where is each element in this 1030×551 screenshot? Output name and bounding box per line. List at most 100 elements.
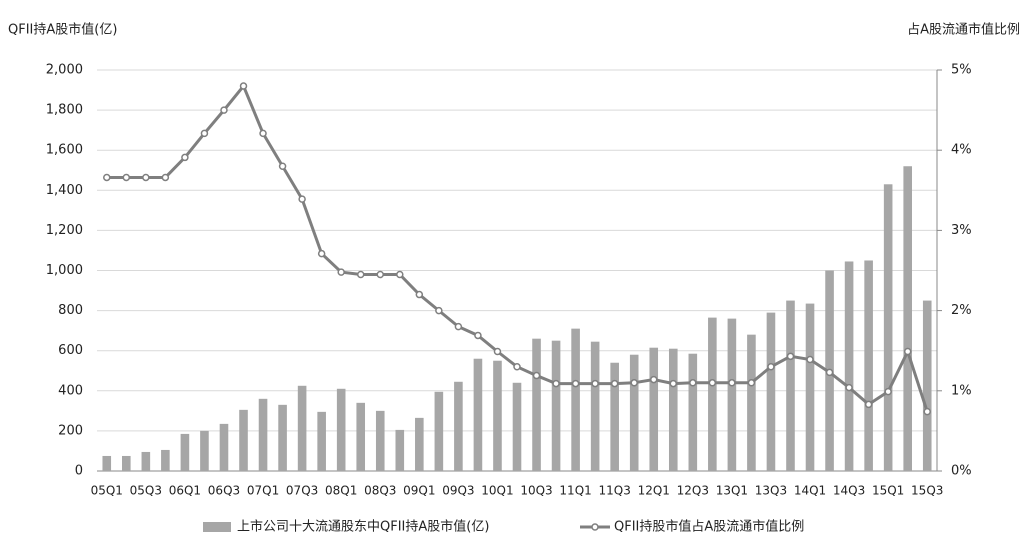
line-marker: [884, 387, 892, 396]
y-tick-label: 600: [58, 343, 83, 358]
line-marker: [278, 162, 287, 170]
bar: [317, 411, 326, 471]
x-tick-label: 06Q1: [169, 484, 201, 498]
x-tick-label: 10Q3: [520, 484, 552, 498]
y-tick-label: 1,600: [46, 143, 83, 158]
x-tick-label: 12Q1: [638, 484, 670, 498]
line-marker: [376, 270, 385, 279]
line-marker: [747, 379, 756, 387]
bar: [629, 354, 639, 471]
bar: [688, 353, 698, 471]
line-marker: [728, 379, 736, 387]
line-marker: [571, 379, 580, 388]
line-marker: [493, 347, 502, 356]
line-marker: [610, 379, 619, 388]
x-tick-label: 05Q1: [91, 484, 123, 498]
y-tick-label: 2,000: [46, 63, 83, 78]
bar: [903, 166, 912, 472]
line-marker: [454, 322, 463, 331]
bar: [590, 341, 600, 471]
line-marker: [161, 173, 170, 182]
bar: [122, 455, 131, 471]
bar: [766, 312, 776, 471]
bar: [922, 300, 932, 471]
x-tick-label: 08Q3: [364, 484, 396, 498]
bar: [434, 391, 444, 471]
line-marker: [689, 379, 697, 387]
bar: [375, 410, 385, 471]
x-tick-label: 15Q1: [872, 484, 904, 498]
y2-tick-label: 0%: [951, 464, 972, 479]
line-marker: [415, 290, 424, 299]
line-marker: [591, 379, 599, 388]
bar: [493, 360, 502, 471]
bar: [786, 300, 795, 471]
bar: [610, 362, 619, 471]
y-tick-label: 1,400: [46, 183, 83, 198]
x-tick-label: 13Q1: [716, 484, 748, 498]
bar: [180, 433, 190, 471]
line-marker: [923, 407, 931, 416]
line-marker: [298, 195, 306, 203]
legend-label: QFII持股市值占A股流通市值比例: [614, 519, 804, 535]
y-tick-label: 1,200: [46, 223, 83, 238]
bar: [864, 260, 873, 471]
bar: [708, 317, 717, 471]
x-tick-label: 07Q3: [286, 484, 318, 498]
bar: [727, 318, 737, 471]
line-marker: [669, 379, 678, 388]
line-marker: [474, 331, 482, 340]
line-marker: [435, 306, 443, 315]
bar: [356, 402, 366, 471]
line-marker: [708, 379, 717, 387]
x-tick-label: 14Q1: [794, 484, 826, 498]
line-marker: [903, 347, 912, 356]
bar: [571, 328, 580, 471]
x-tick-label: 09Q3: [442, 484, 474, 498]
bar: [844, 261, 854, 471]
bar: [336, 388, 346, 471]
bar: [161, 449, 170, 471]
bar: [278, 404, 287, 471]
y2-tick-label: 4%: [951, 143, 972, 158]
y-axis-title: QFII持A股市值(亿): [8, 22, 117, 38]
line-marker: [239, 82, 248, 90]
line-marker: [181, 153, 189, 162]
line-marker: [767, 362, 775, 371]
x-tick-label: 09Q1: [403, 484, 435, 498]
x-tick-label: 06Q3: [208, 484, 240, 498]
bar: [415, 417, 424, 471]
bar: [649, 347, 659, 471]
line-marker: [786, 352, 795, 361]
x-tick-label: 08Q1: [325, 484, 357, 498]
x-tick-label: 11Q1: [559, 484, 591, 498]
bar: [473, 358, 483, 471]
line: [106, 83, 929, 413]
y2-tick-label: 3%: [951, 223, 972, 238]
x-tick-label: 10Q1: [481, 484, 513, 498]
line-marker: [103, 173, 111, 182]
line-marker: [337, 268, 345, 276]
y-tick-label: 200: [58, 423, 83, 438]
y2-tick-label: 2%: [951, 303, 972, 318]
bar: [668, 348, 678, 471]
bar: [805, 303, 815, 471]
line-marker: [630, 379, 638, 387]
y2-tick-label: 5%: [951, 63, 972, 78]
legend-label: 上市公司十大流通股东中QFII持A股市值(亿): [237, 519, 489, 535]
legend-swatch: [203, 522, 231, 532]
bar: [141, 451, 151, 471]
line-marker: [552, 379, 560, 388]
bar: [395, 429, 405, 471]
legend-swatch-marker: [591, 523, 599, 531]
y-tick-label: 800: [58, 303, 83, 318]
y2-tick-label: 1%: [951, 383, 972, 398]
line-marker: [317, 249, 326, 258]
bar: [512, 382, 522, 471]
line-marker: [806, 355, 814, 364]
x-tick-label: 14Q3: [833, 484, 865, 498]
bar: [454, 381, 463, 471]
line-marker: [825, 368, 834, 377]
line-marker: [122, 173, 131, 182]
x-tick-label: 07Q1: [247, 484, 279, 498]
